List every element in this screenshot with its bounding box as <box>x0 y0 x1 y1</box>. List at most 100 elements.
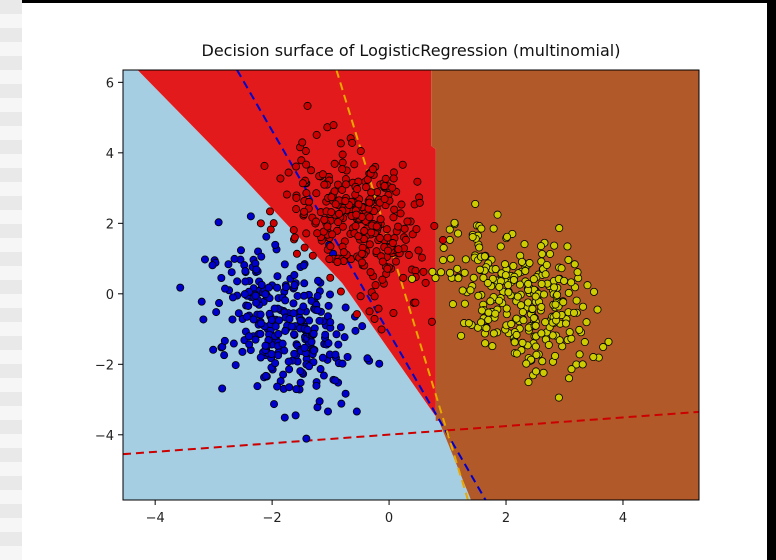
chart-title: Decision surface of LogisticRegression (… <box>202 41 621 60</box>
data-point <box>546 249 555 258</box>
data-point <box>507 320 516 329</box>
data-point <box>330 159 339 168</box>
data-point <box>362 183 371 192</box>
data-point <box>495 282 504 291</box>
data-point <box>503 232 512 241</box>
data-point <box>477 306 486 315</box>
data-point <box>257 319 266 328</box>
hyperplane-line <box>236 70 487 500</box>
data-point <box>518 338 527 347</box>
data-point <box>313 306 322 315</box>
data-point <box>334 340 343 349</box>
data-point <box>484 315 493 324</box>
data-point <box>471 199 480 208</box>
data-point <box>274 351 283 360</box>
data-point <box>528 304 537 313</box>
data-point <box>326 273 335 282</box>
data-point <box>599 343 608 352</box>
data-point <box>273 283 282 292</box>
data-point <box>575 325 584 334</box>
data-point <box>312 381 321 390</box>
data-point <box>324 339 333 348</box>
data-point <box>531 292 540 301</box>
data-point <box>309 346 318 355</box>
data-point <box>353 185 362 194</box>
data-point <box>350 160 359 169</box>
hyperplanes <box>123 70 699 500</box>
data-point <box>539 290 548 299</box>
data-point <box>341 303 350 312</box>
data-point <box>332 330 341 339</box>
data-point <box>448 300 457 309</box>
data-point <box>245 340 254 349</box>
y-tick-label: 0 <box>106 288 114 303</box>
data-point <box>496 242 505 251</box>
data-point <box>238 347 247 356</box>
data-point <box>246 212 255 221</box>
data-point <box>300 343 309 352</box>
data-point <box>482 324 491 333</box>
data-point <box>542 260 551 269</box>
data-point <box>403 217 412 226</box>
data-point <box>358 258 367 267</box>
data-point <box>290 349 299 358</box>
data-point <box>454 229 463 238</box>
data-point <box>538 250 547 259</box>
data-point <box>397 200 406 209</box>
data-point <box>480 252 489 261</box>
y-axis-ticks: −4 −2 0 2 4 6 <box>95 76 123 444</box>
data-point <box>338 165 347 174</box>
data-point <box>264 283 273 292</box>
data-point <box>354 232 363 241</box>
decision-surface-plot: Decision surface of LogisticRegression (… <box>95 41 700 526</box>
data-point <box>589 287 598 296</box>
data-point <box>446 268 455 277</box>
data-point <box>244 301 253 310</box>
data-point <box>358 322 367 331</box>
data-point <box>315 316 324 325</box>
data-point <box>532 367 541 376</box>
data-point <box>524 378 533 387</box>
data-point <box>491 265 500 274</box>
data-point <box>559 298 568 307</box>
data-point <box>468 233 477 242</box>
data-point <box>381 174 390 183</box>
data-point <box>394 245 403 254</box>
data-point <box>296 378 305 387</box>
data-point <box>541 318 550 327</box>
data-point <box>342 180 351 189</box>
data-point <box>365 198 374 207</box>
data-point <box>415 198 424 207</box>
data-point <box>375 234 384 243</box>
data-point <box>291 411 300 420</box>
data-point <box>495 296 504 305</box>
data-point <box>338 185 347 194</box>
data-point <box>389 309 398 318</box>
data-point <box>460 299 469 308</box>
data-point <box>271 240 280 249</box>
data-point <box>484 308 493 317</box>
data-point <box>331 376 340 385</box>
data-point <box>228 293 237 302</box>
data-point <box>383 246 392 255</box>
data-point <box>550 283 559 292</box>
y-tick-label: 4 <box>106 147 114 162</box>
data-point <box>431 274 440 283</box>
data-point <box>336 139 345 148</box>
data-point <box>525 259 534 268</box>
data-point <box>278 339 287 348</box>
data-point <box>227 268 236 277</box>
data-point <box>333 180 342 189</box>
data-point <box>285 383 294 392</box>
data-point <box>312 189 321 198</box>
data-point <box>292 205 301 214</box>
data-point <box>303 101 312 110</box>
data-point <box>469 273 478 282</box>
data-point <box>230 254 239 263</box>
data-point <box>389 213 398 222</box>
data-point <box>412 225 421 234</box>
data-point <box>489 224 498 233</box>
data-point <box>290 271 299 280</box>
data-point <box>488 342 497 351</box>
data-point <box>563 242 572 251</box>
